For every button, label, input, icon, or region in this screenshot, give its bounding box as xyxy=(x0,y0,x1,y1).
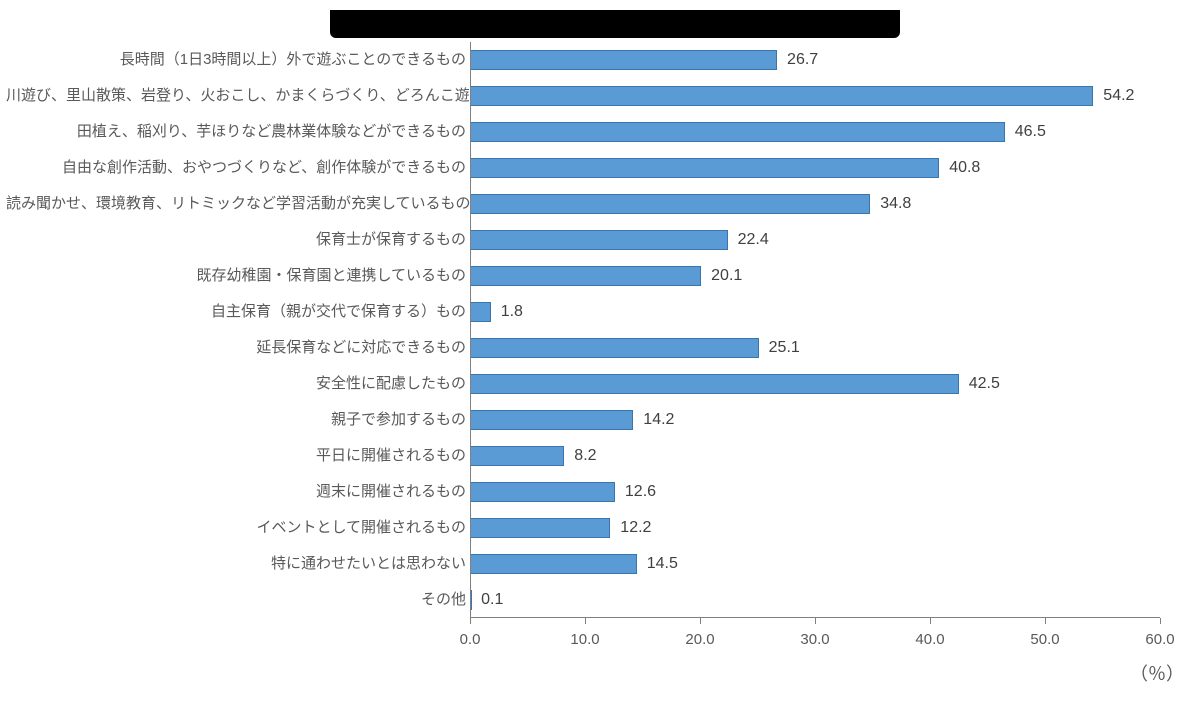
x-tick-label: 30.0 xyxy=(800,631,829,648)
category-label: 特に通わせたいとは思わない xyxy=(6,546,466,582)
category-label: 安全性に配慮したもの xyxy=(6,366,466,402)
x-tick-label: 50.0 xyxy=(1030,631,1059,648)
category-label: その他 xyxy=(6,582,466,618)
category-label: 自主保育（親が交代で保育する）もの xyxy=(6,294,466,330)
category-label: 田植え、稲刈り、芋ほりなど農林業体験などができるもの xyxy=(6,114,466,150)
x-tick-label: 20.0 xyxy=(685,631,714,648)
category-label: 延長保育などに対応できるもの xyxy=(6,330,466,366)
x-tick xyxy=(1045,618,1046,624)
x-tick xyxy=(815,618,816,624)
category-label: 長時間（1日3時間以上）外で遊ぶことのできるもの xyxy=(6,42,466,78)
category-label: 週末に開催されるもの xyxy=(6,474,466,510)
x-tick xyxy=(700,618,701,624)
x-tick-label: 60.0 xyxy=(1145,631,1174,648)
category-label: 川遊び、里山散策、岩登り、火おこし、かまくらづくり、どろんこ遊びなど自然体験がで… xyxy=(6,78,466,114)
x-tick-label: 0.0 xyxy=(460,631,481,648)
y-axis xyxy=(470,42,471,618)
category-label: 既存幼稚園・保育園と連携しているもの xyxy=(6,258,466,294)
redacted-title xyxy=(330,10,900,38)
category-label: イベントとして開催されるもの xyxy=(6,510,466,546)
category-label: 平日に開催されるもの xyxy=(6,438,466,474)
x-axis-unit: （％） xyxy=(1130,660,1184,686)
category-label: 自由な創作活動、おやつづくりなど、創作体験ができるもの xyxy=(6,150,466,186)
x-tick-label: 10.0 xyxy=(570,631,599,648)
x-tick xyxy=(930,618,931,624)
x-tick xyxy=(470,618,471,624)
category-label: 読み聞かせ、環境教育、リトミックなど学習活動が充実しているもの xyxy=(6,186,466,222)
x-tick xyxy=(1160,618,1161,624)
category-label: 保育士が保育するもの xyxy=(6,222,466,258)
x-tick xyxy=(585,618,586,624)
category-label: 親子で参加するもの xyxy=(6,402,466,438)
x-tick-label: 40.0 xyxy=(915,631,944,648)
plot-area: 0.010.020.030.040.050.060.0 xyxy=(470,42,1160,618)
